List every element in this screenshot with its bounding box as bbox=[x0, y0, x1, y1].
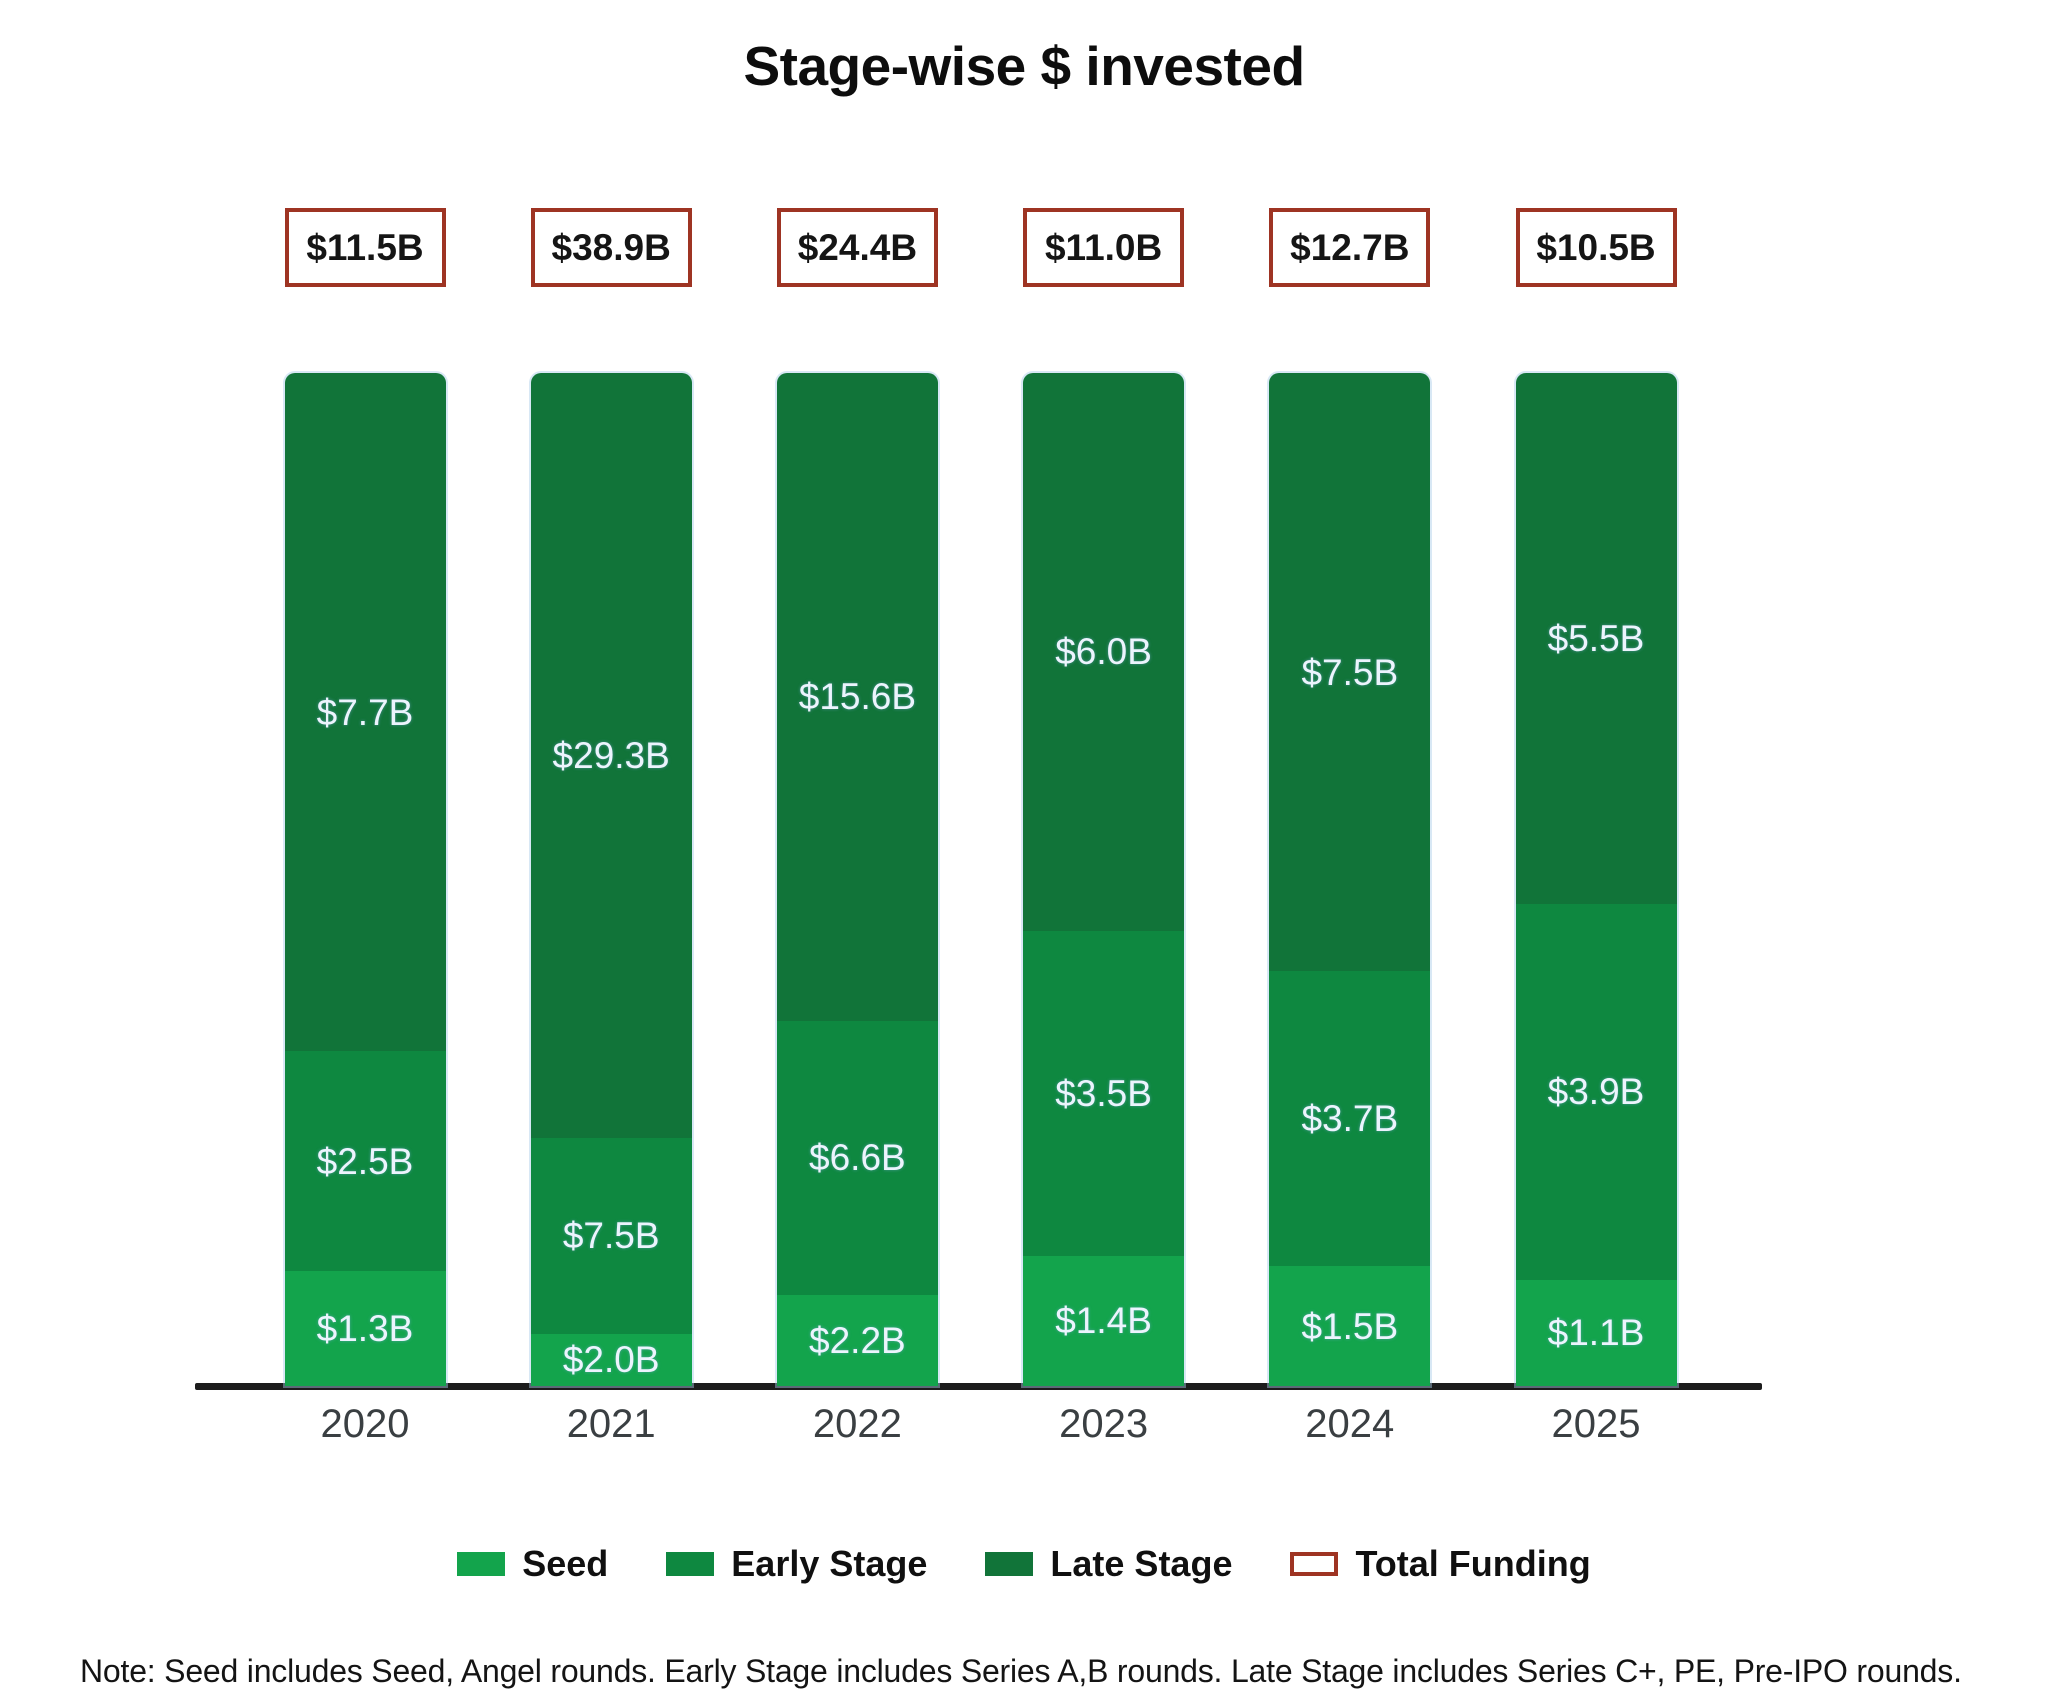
late-stage-swatch-icon bbox=[985, 1552, 1034, 1576]
late-stage-segment: $15.6B bbox=[776, 373, 938, 1021]
seed-segment: $1.4B bbox=[1023, 1255, 1185, 1386]
total-funding-box: $11.5B bbox=[284, 208, 446, 287]
segment-value-label: $2.0B bbox=[562, 1339, 660, 1381]
total-funding-value: $24.4B bbox=[797, 226, 918, 268]
segment-value-label: $2.5B bbox=[316, 1140, 414, 1182]
early-stage-swatch-icon bbox=[666, 1552, 715, 1576]
year-column-2022: $24.4B $15.6B $6.6B $2.2B 2022 bbox=[776, 0, 938, 1707]
segment-value-label: $6.0B bbox=[1055, 631, 1152, 673]
seed-segment: $1.1B bbox=[1515, 1279, 1677, 1386]
legend-label: Seed bbox=[522, 1543, 609, 1584]
year-column-2023: $11.0B $6.0B $3.5B $1.4B 2023 bbox=[1023, 0, 1185, 1707]
x-axis-label: 2021 bbox=[566, 1402, 656, 1446]
early-stage-segment: $3.5B bbox=[1023, 930, 1185, 1256]
seed-segment: $1.3B bbox=[284, 1271, 446, 1386]
total-funding-value: $10.5B bbox=[1536, 226, 1656, 268]
late-stage-segment: $29.3B bbox=[530, 373, 692, 1138]
legend-label: Late Stage bbox=[1050, 1543, 1233, 1584]
segment-value-label: $3.5B bbox=[1055, 1072, 1152, 1114]
x-axis-label: 2024 bbox=[1305, 1402, 1395, 1446]
early-stage-segment: $3.7B bbox=[1269, 971, 1431, 1267]
segment-value-label: $5.5B bbox=[1547, 617, 1645, 659]
x-axis-label: 2020 bbox=[320, 1402, 410, 1446]
segment-value-label: $6.6B bbox=[809, 1137, 906, 1179]
seed-segment: $2.2B bbox=[776, 1294, 938, 1386]
segment-value-label: $1.3B bbox=[316, 1308, 414, 1350]
segment-value-label: $3.9B bbox=[1547, 1071, 1645, 1113]
year-column-2025: $10.5B $5.5B $3.9B $1.1B 2025 bbox=[1515, 0, 1677, 1707]
late-stage-segment: $5.5B bbox=[1515, 373, 1677, 904]
legend-item-total-funding: Total Funding bbox=[1290, 1543, 1591, 1585]
stacked-bar: $15.6B $6.6B $2.2B bbox=[776, 373, 938, 1386]
x-axis-label: 2025 bbox=[1551, 1402, 1641, 1446]
x-axis-label: 2022 bbox=[812, 1402, 902, 1446]
late-stage-segment: $7.7B bbox=[284, 373, 446, 1052]
segment-value-label: $3.7B bbox=[1301, 1098, 1399, 1140]
late-stage-segment: $6.0B bbox=[1023, 373, 1185, 931]
legend: Seed Early Stage Late Stage Total Funding bbox=[0, 1543, 2048, 1585]
legend-label: Total Funding bbox=[1355, 1543, 1591, 1584]
total-funding-value: $12.7B bbox=[1290, 226, 1410, 268]
total-funding-box: $12.7B bbox=[1269, 208, 1431, 287]
legend-item-late-stage: Late Stage bbox=[985, 1543, 1232, 1585]
early-stage-segment: $2.5B bbox=[284, 1051, 446, 1272]
seed-segment: $1.5B bbox=[1269, 1266, 1431, 1386]
legend-item-seed: Seed bbox=[457, 1543, 608, 1585]
stacked-bar: $7.7B $2.5B $1.3B bbox=[284, 373, 446, 1386]
year-column-2020: $11.5B $7.7B $2.5B $1.3B 2020 bbox=[284, 0, 446, 1707]
total-funding-box: $10.5B bbox=[1515, 208, 1677, 287]
segment-value-label: $15.6B bbox=[798, 676, 917, 718]
year-column-2024: $12.7B $7.5B $3.7B $1.5B 2024 bbox=[1269, 0, 1431, 1707]
stacked-bar: $7.5B $3.7B $1.5B bbox=[1269, 373, 1431, 1386]
segment-value-label: $7.5B bbox=[562, 1215, 660, 1257]
segment-value-label: $1.4B bbox=[1055, 1300, 1152, 1342]
segment-value-label: $7.5B bbox=[1301, 651, 1399, 693]
footnote: Note: Seed includes Seed, Angel rounds. … bbox=[80, 1653, 1962, 1689]
total-funding-swatch-icon bbox=[1290, 1552, 1339, 1576]
early-stage-segment: $7.5B bbox=[530, 1137, 692, 1334]
stacked-bar: $5.5B $3.9B $1.1B bbox=[1515, 373, 1677, 1386]
early-stage-segment: $3.9B bbox=[1515, 903, 1677, 1280]
chart-title: Stage-wise $ invested bbox=[743, 35, 1305, 97]
legend-item-early-stage: Early Stage bbox=[666, 1543, 927, 1585]
x-axis-line bbox=[195, 1383, 1762, 1390]
seed-segment: $2.0B bbox=[530, 1333, 692, 1386]
segment-value-label: $1.1B bbox=[1547, 1312, 1645, 1354]
total-funding-box: $11.0B bbox=[1023, 208, 1185, 287]
segment-value-label: $7.7B bbox=[316, 691, 414, 733]
stacked-bar: $6.0B $3.5B $1.4B bbox=[1023, 373, 1185, 1386]
segment-value-label: $2.2B bbox=[809, 1319, 906, 1361]
segment-value-label: $1.5B bbox=[1301, 1305, 1399, 1347]
segment-value-label: $29.3B bbox=[552, 734, 670, 776]
seed-swatch-icon bbox=[457, 1552, 506, 1576]
late-stage-segment: $7.5B bbox=[1269, 373, 1431, 972]
total-funding-value: $11.5B bbox=[306, 226, 424, 268]
x-axis-label: 2023 bbox=[1059, 1402, 1149, 1446]
stacked-bar: $29.3B $7.5B $2.0B bbox=[530, 373, 692, 1386]
total-funding-value: $38.9B bbox=[551, 226, 671, 268]
early-stage-segment: $6.6B bbox=[776, 1020, 938, 1295]
total-funding-value: $11.0B bbox=[1044, 226, 1163, 268]
year-column-2021: $38.9B $29.3B $7.5B $2.0B 2021 bbox=[530, 0, 692, 1707]
total-funding-box: $38.9B bbox=[530, 208, 692, 287]
total-funding-box: $24.4B bbox=[776, 208, 938, 287]
legend-label: Early Stage bbox=[731, 1543, 928, 1584]
